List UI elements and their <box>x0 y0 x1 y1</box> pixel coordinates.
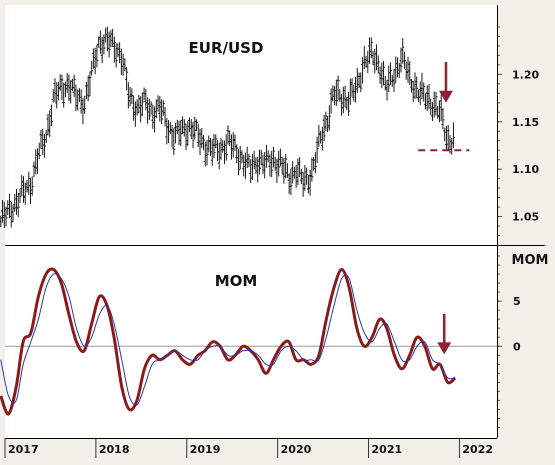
arrow-head <box>437 342 452 355</box>
year-label: 2021 <box>372 443 403 456</box>
price-panel-title: EUR/USD <box>189 39 264 57</box>
price-tick-label: 1.10 <box>512 163 539 176</box>
momentum-panel: MOM MOM 0 5 <box>0 253 549 428</box>
momentum-tick-label: 0 <box>513 340 521 353</box>
price-tick-label: 1.20 <box>512 68 539 81</box>
momentum-axis-label: MOM <box>512 253 549 268</box>
year-label: 2017 <box>8 443 39 456</box>
signal-line <box>0 273 456 406</box>
price-panel: EUR/USD 1.05 1.10 1.15 1.20 <box>0 26 539 237</box>
momentum-down-arrow <box>437 313 452 355</box>
plot-background <box>5 5 497 438</box>
momentum-line <box>0 267 457 416</box>
momentum-tick-label: 5 <box>513 295 521 308</box>
price-tick-label: 1.05 <box>512 211 539 224</box>
price-bars <box>0 26 455 229</box>
arrow-head <box>438 90 453 103</box>
price-down-arrow <box>438 62 453 103</box>
year-label: 2019 <box>190 443 221 456</box>
chart-frame <box>5 5 545 439</box>
year-axis: 2017 2018 2019 2020 2021 2022 <box>4 438 493 458</box>
momentum-panel-title: MOM <box>215 272 258 290</box>
price-tick-label: 1.15 <box>512 116 539 129</box>
year-label: 2020 <box>281 443 312 456</box>
year-label: 2018 <box>99 443 130 456</box>
year-label: 2022 <box>462 443 493 456</box>
